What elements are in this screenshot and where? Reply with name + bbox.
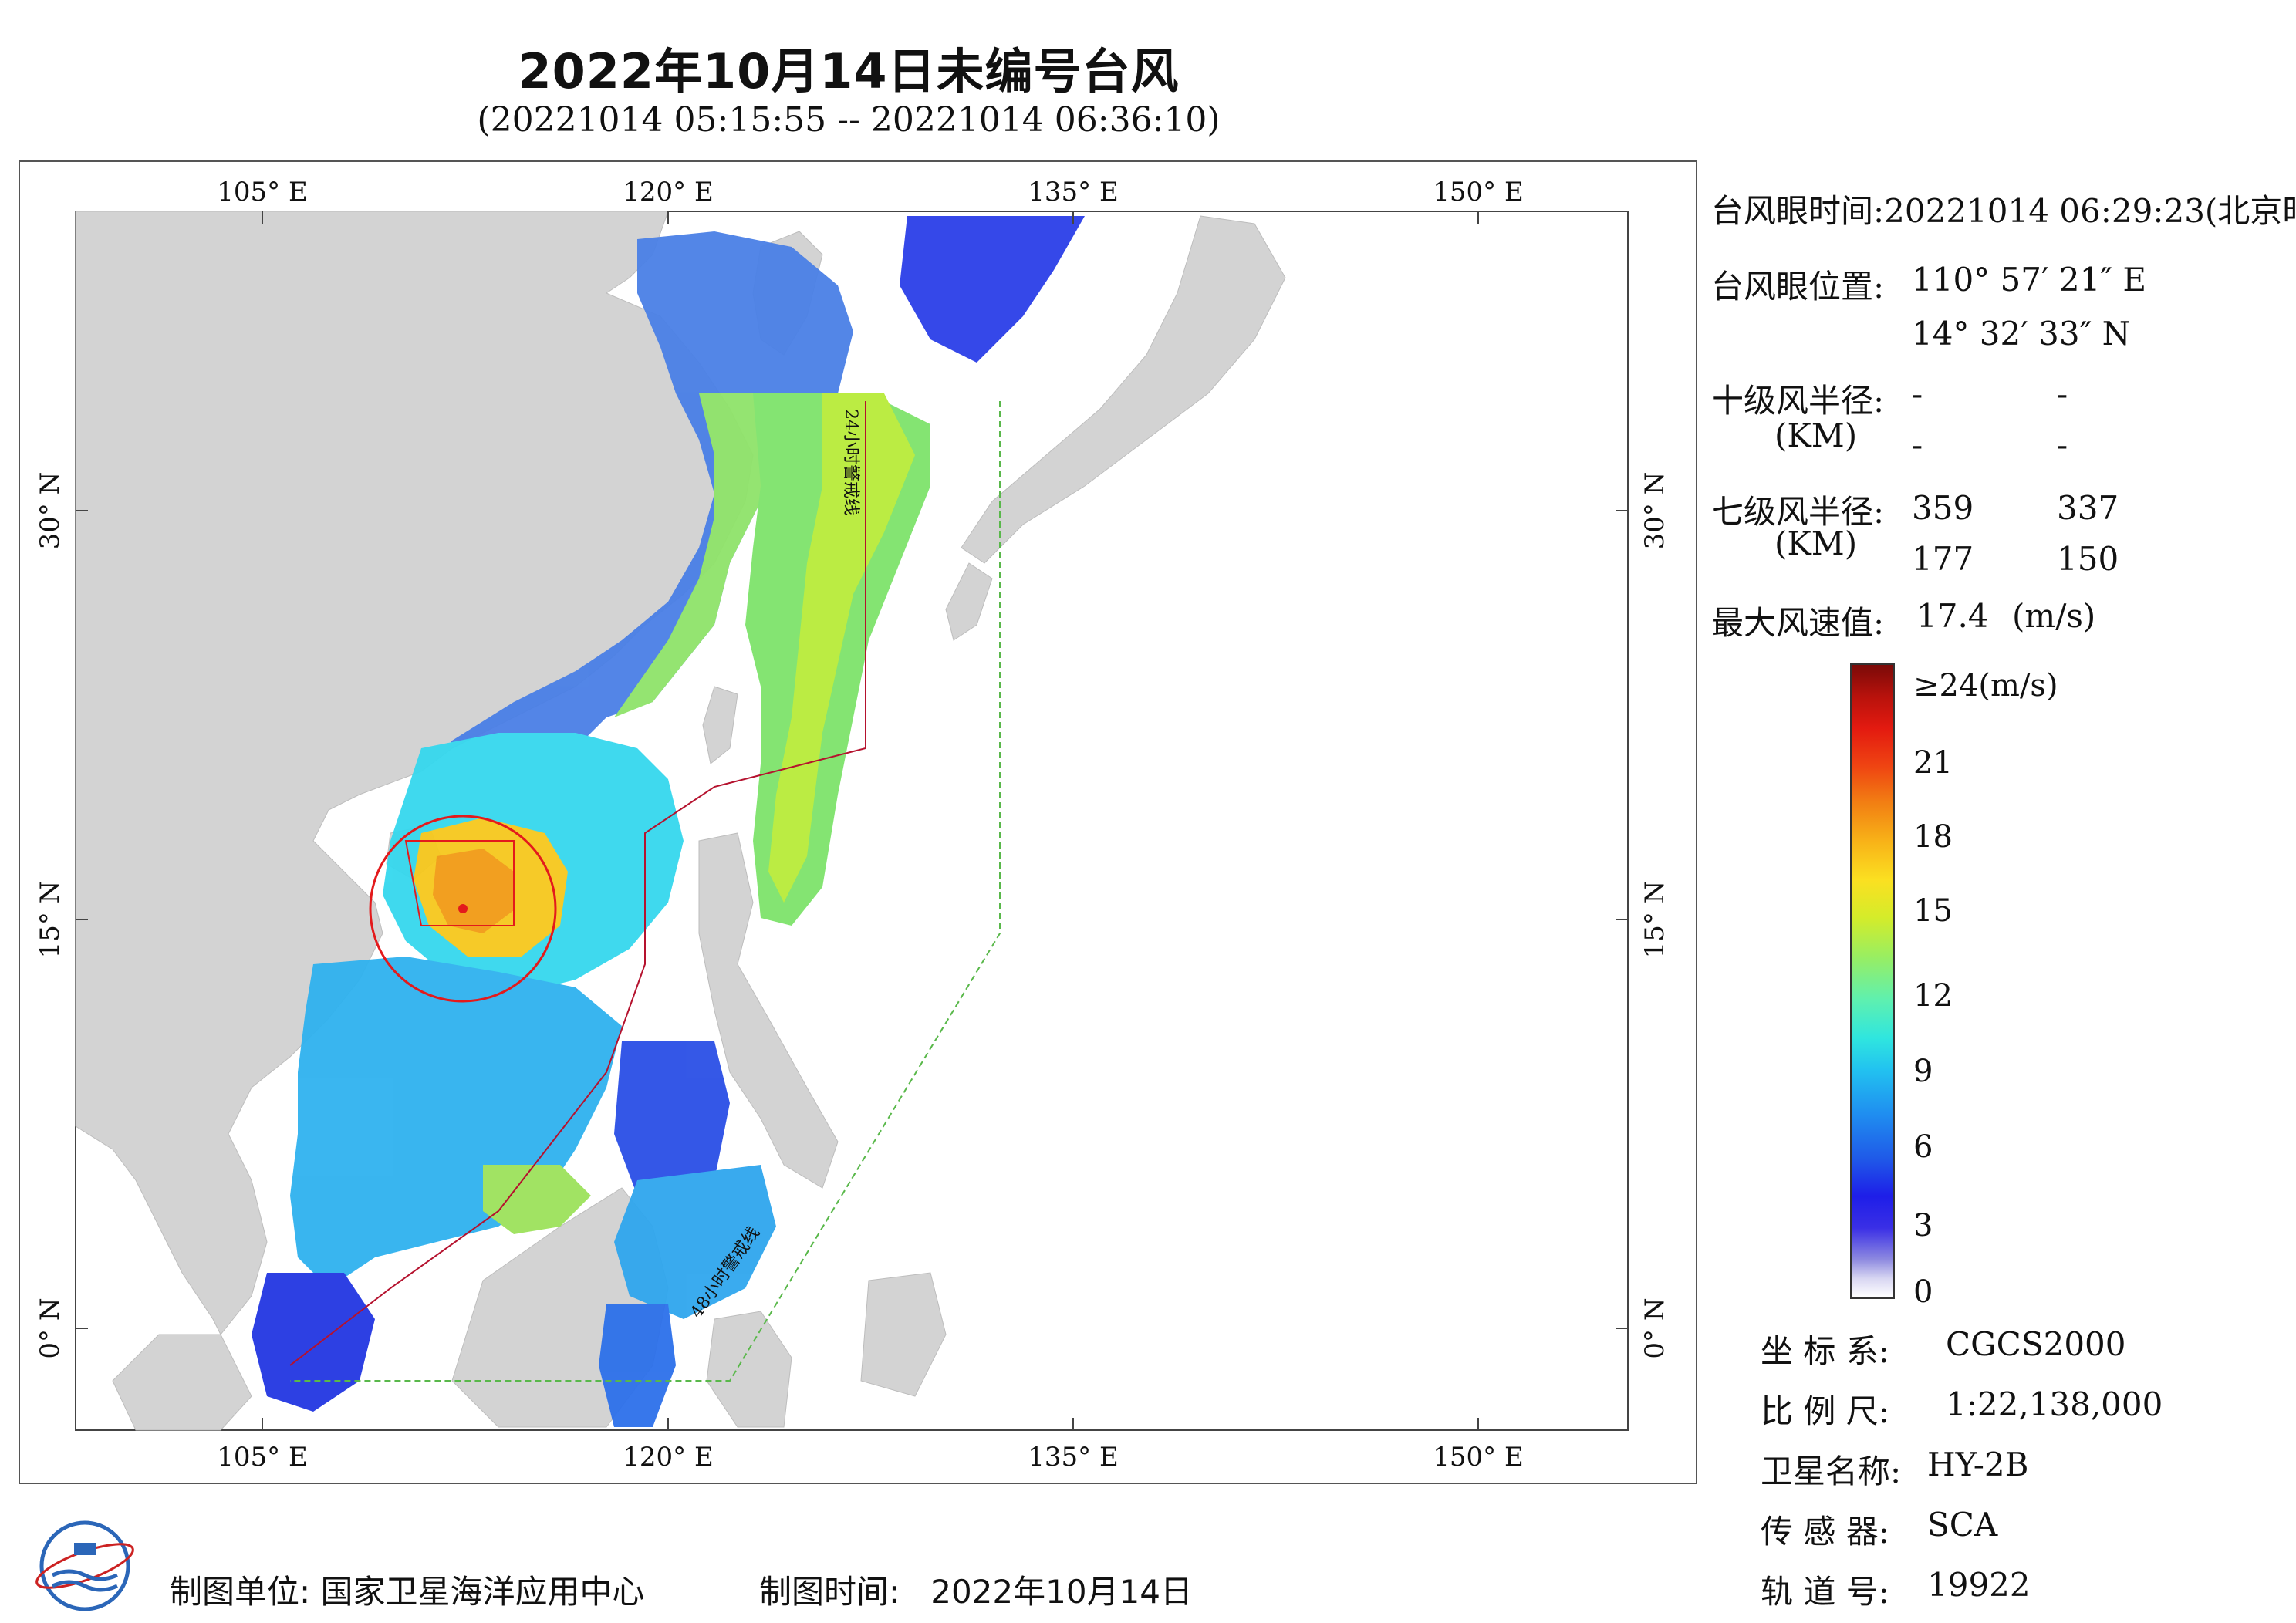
crs-value: CGCS2000 [1946,1325,2126,1363]
r10-value: - [1912,426,1923,464]
r7-label: 七级风半径: [1711,493,1885,531]
scale-value: 1:22,138,000 [1946,1385,2163,1423]
r10-unit: (KM) [1774,417,1858,454]
sensor-value: SCA [1927,1506,1998,1544]
lat-label-right: 30° N [1639,472,1670,550]
r7-value: 150 [2057,540,2119,578]
wind-map: 24小时警戒线 48小时警戒线 105° E 120° E 135° [35,177,1670,1473]
wind-swath [252,216,1085,1427]
map-production-time: 制图时间: 2022年10月14日 [759,1566,1193,1613]
lon-label-bottom: 120° E [623,1442,714,1473]
lon-label-bottom: 105° E [217,1442,308,1473]
lat-label-right: 0° N [1639,1297,1670,1358]
max-wind-label: 最大风速值: [1711,604,1885,642]
wind-speed-colorbar [1850,663,1895,1299]
map-frame: 24小时警戒线 48小时警戒线 105° E 120° E 135° [19,160,1697,1484]
lon-label-bottom: 135° E [1028,1442,1119,1473]
colorbar-tick: 21 [1913,745,1953,781]
colorbar-tick: 3 [1913,1208,1933,1243]
lat-label-left: 15° N [35,881,66,959]
colorbar-tick: 6 [1913,1129,1933,1165]
satellite-value: HY-2B [1927,1446,2029,1483]
scale-label: 比 例 尺: [1761,1392,1889,1430]
colorbar-tick: 12 [1913,978,1953,1014]
r10-label: 十级风半径: [1711,382,1885,420]
lon-label-top: 105° E [217,177,308,208]
graticule-ticks [76,211,1628,1430]
colorbar-tick: 0 [1913,1274,1933,1310]
eye-longitude: 110° 57′ 21″ E [1912,261,2146,299]
nsoas-logo-icon [35,1520,134,1611]
r10-value: - [2057,375,2068,413]
page-title: 2022年10月14日未编号台风 [518,43,1180,100]
production-time-value: 2022年10月14日 [930,1573,1193,1611]
warning-line-24h-label: 24小时警戒线 [841,409,860,515]
warning-line-24h: 24小时警戒线 [289,401,866,1366]
producer-label: 制图单位: [170,1573,311,1611]
orbit-value: 19922 [1927,1566,2031,1604]
eye-latitude: 14° 32′ 33″ N [1912,315,2131,353]
r7-value: 177 [1912,540,1974,578]
typhoon-eye-marker [369,815,557,1003]
colorbar-tick: 18 [1913,819,1953,855]
sensor-label: 传 感 器: [1761,1513,1889,1550]
r10-value: - [1912,375,1923,413]
eye-position-label: 台风眼位置: [1711,268,1885,305]
production-time-label: 制图时间: [759,1573,900,1611]
r7-unit: (KM) [1774,525,1858,562]
r7-value: 337 [2057,489,2119,527]
colorbar-tick: 9 [1913,1054,1933,1089]
producer-value: 国家卫星海洋应用中心 [320,1573,645,1611]
satellite-label: 卫星名称: [1761,1453,1902,1490]
colorbar-tick: 15 [1913,893,1953,929]
time-range-subtitle: (20221014 05:15:55 -- 20221014 06:36:10) [477,100,1221,140]
orbit-label: 轨 道 号: [1761,1573,1889,1611]
colorbar-top-label: ≥24(m/s) [1913,668,2058,704]
map-producer: 制图单位: 国家卫星海洋应用中心 [170,1566,645,1613]
lat-label-left: 0° N [35,1297,66,1358]
lon-label-top: 120° E [623,177,714,208]
lat-label-left: 30° N [35,472,66,550]
r7-value: 359 [1912,489,1974,527]
eye-time-value: 20221014 06:29:23(北京时) [1884,192,2296,230]
crs-label: 坐 标 系: [1761,1332,1889,1370]
lon-label-top: 150° E [1433,177,1524,208]
lon-label-top: 135° E [1028,177,1119,208]
max-wind-unit: (m/s) [2012,597,2096,635]
eye-time-label: 台风眼时间: [1711,192,1885,230]
r10-value: - [2057,426,2068,464]
lon-label-bottom: 150° E [1433,1442,1524,1473]
max-wind-value: 17.4 [1916,597,1989,635]
lat-label-right: 15° N [1639,881,1670,959]
